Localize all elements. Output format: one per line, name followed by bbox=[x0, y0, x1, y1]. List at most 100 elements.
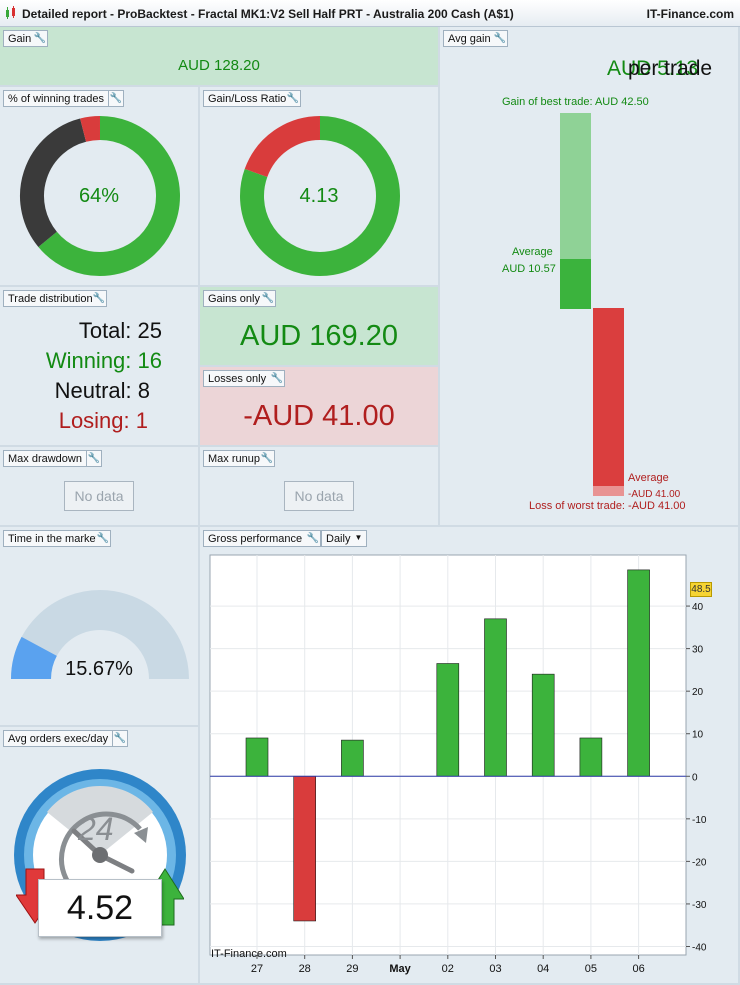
max-drawdown-nodata: No data bbox=[64, 481, 134, 511]
chart-watermark: IT-Finance.com bbox=[211, 948, 287, 960]
x-tick-label: 04 bbox=[537, 963, 549, 975]
wrench-icon[interactable]: 🔧 bbox=[260, 450, 275, 467]
winning-trades-panel: % of winning trades 🔧 64% bbox=[0, 87, 200, 287]
loss-slice bbox=[244, 116, 321, 178]
wrench-icon[interactable]: 🔧 bbox=[33, 30, 48, 47]
max-runup-label: Max runup bbox=[203, 450, 265, 467]
bar bbox=[436, 663, 460, 777]
avg-gain-label: Avg gain bbox=[443, 30, 496, 47]
trade-distribution-panel: Trade distribution 🔧 Total: 25 Winning: … bbox=[0, 287, 200, 447]
wrench-icon[interactable]: 🔧 bbox=[87, 450, 102, 467]
losing-trades: Losing: 1 bbox=[58, 408, 148, 433]
losing-slice bbox=[80, 116, 101, 142]
wrench-icon[interactable]: 🔧 bbox=[286, 90, 301, 107]
wrench-icon[interactable]: 🔧 bbox=[113, 730, 128, 747]
y-tick-label: -30 bbox=[692, 900, 707, 911]
y-tick-label: 20 bbox=[692, 687, 704, 698]
max-runup-panel: Max runup 🔧 No data bbox=[200, 447, 440, 527]
max-drawdown-panel: Max drawdown 🔧 No data bbox=[0, 447, 200, 527]
gain-panel: Gain 🔧 AUD 128.20 bbox=[0, 27, 440, 87]
candlestick-icon bbox=[6, 6, 15, 19]
winning-trades-label: % of winning trades bbox=[3, 90, 109, 107]
gross-performance-label: Gross performance bbox=[203, 530, 308, 547]
bar bbox=[579, 737, 603, 777]
gain-loss-ratio-value: 4.13 bbox=[299, 185, 339, 207]
avg-gain-panel: Avg gain 🔧 AUD 5.13 per trade Gain of be… bbox=[440, 27, 740, 527]
x-tick-label: 06 bbox=[632, 963, 644, 975]
bar bbox=[484, 618, 507, 777]
period-value: Daily bbox=[326, 533, 351, 545]
gains-only-label: Gains only bbox=[203, 290, 265, 307]
x-tick-label: 02 bbox=[442, 963, 454, 975]
gross-performance-chart: 40 30 20 10 0 -10 -20 -30 -40 27 28 29 May 02 03 04 05 06 bbox=[209, 554, 707, 975]
gain-loss-donut bbox=[240, 116, 400, 276]
wrench-icon[interactable]: 🔧 bbox=[270, 370, 285, 387]
avg-orders-value: 4.52 bbox=[38, 879, 162, 937]
trade-distribution-label: Trade distribution bbox=[3, 290, 98, 307]
wrench-icon[interactable]: 🔧 bbox=[109, 90, 124, 107]
avg-gain-value: AUD 5.13 bbox=[606, 57, 698, 80]
last-value-marker: 48.5 bbox=[690, 582, 712, 597]
wrench-icon[interactable]: 🔧 bbox=[493, 30, 508, 47]
bar bbox=[627, 569, 650, 777]
max-drawdown-label: Max drawdown bbox=[3, 450, 87, 467]
gain-loss-ratio-panel: Gain/Loss Ratio 🔧 4.13 bbox=[200, 87, 440, 287]
wrench-icon[interactable]: 🔧 bbox=[306, 530, 321, 547]
y-tick-label: -10 bbox=[692, 815, 707, 826]
brand-label: IT-Finance.com bbox=[646, 7, 734, 21]
bar bbox=[293, 775, 316, 922]
avg-orders-panel: Avg orders exec/day 🔧 24 4.52 bbox=[0, 727, 200, 985]
x-tick-label: 28 bbox=[299, 963, 311, 975]
losses-only-panel: Losses only 🔧 -AUD 41.00 bbox=[200, 367, 440, 447]
losses-only-value: -AUD 41.00 bbox=[243, 400, 395, 432]
average-loss-bar bbox=[593, 308, 624, 486]
gain-slice bbox=[240, 116, 400, 276]
wrench-icon[interactable]: 🔧 bbox=[92, 290, 107, 307]
time-in-market-gauge bbox=[11, 590, 189, 680]
losses-only-label: Losses only bbox=[203, 370, 272, 387]
y-tick-label: 40 bbox=[692, 602, 704, 613]
average-gain-value: AUD 10.57 bbox=[502, 263, 556, 275]
neutral-trades: Neutral: 8 bbox=[54, 378, 150, 403]
max-runup-nodata: No data bbox=[284, 481, 354, 511]
x-tick-label: 29 bbox=[346, 963, 358, 975]
average-gain-label: Average bbox=[512, 246, 553, 258]
total-trades: Total: 25 bbox=[78, 318, 162, 343]
gain-value: AUD 128.20 bbox=[178, 57, 260, 74]
average-loss-label: Average bbox=[628, 472, 669, 484]
best-trade-bar bbox=[560, 113, 591, 261]
wrench-icon[interactable]: 🔧 bbox=[261, 290, 276, 307]
period-dropdown[interactable]: Daily ▼ bbox=[321, 530, 368, 547]
gains-only-value: AUD 169.20 bbox=[240, 320, 398, 352]
winning-trades-donut bbox=[20, 116, 180, 276]
y-tick-label: 10 bbox=[692, 730, 704, 741]
avg-gain-suffix: per trade bbox=[628, 57, 713, 80]
window-titlebar: Detailed report - ProBacktest - Fractal … bbox=[0, 0, 740, 27]
winning-slice bbox=[38, 116, 180, 276]
average-gain-bar bbox=[560, 259, 591, 309]
worst-trade-label: Loss of worst trade: -AUD 41.00 bbox=[529, 500, 686, 512]
y-tick-label: -40 bbox=[692, 942, 707, 953]
gain-loss-ratio-label: Gain/Loss Ratio bbox=[203, 90, 292, 107]
time-in-market-value: 15.67% bbox=[65, 658, 133, 680]
wrench-icon[interactable]: 🔧 bbox=[96, 530, 111, 547]
x-tick-label: May bbox=[389, 963, 411, 975]
neutral-slice bbox=[20, 118, 87, 247]
y-tick-label: 0 bbox=[692, 772, 698, 783]
winning-trades-value: 64% bbox=[78, 185, 120, 207]
window-title: Detailed report - ProBacktest - Fractal … bbox=[22, 7, 514, 21]
gauge-fill bbox=[11, 636, 58, 680]
avg-orders-label: Avg orders exec/day bbox=[3, 730, 114, 747]
y-tick-label: 30 bbox=[692, 645, 704, 656]
bar bbox=[245, 737, 269, 777]
x-tick-label: 27 bbox=[251, 963, 263, 975]
y-tick-label: -20 bbox=[692, 857, 707, 868]
chevron-down-icon: ▼ bbox=[354, 533, 363, 542]
gross-performance-panel: Gross performance 🔧 Daily ▼ 40 30 20 10 0 -10 -… bbox=[200, 527, 740, 985]
gains-only-panel: Gains only 🔧 AUD 169.20 bbox=[200, 287, 440, 367]
average-loss-value: -AUD 41.00 bbox=[628, 489, 681, 500]
time-in-market-label: Time in the market bbox=[3, 530, 104, 547]
best-trade-label: Gain of best trade: AUD 42.50 bbox=[502, 96, 649, 108]
x-tick-label: 05 bbox=[585, 963, 597, 975]
x-tick-label: 03 bbox=[489, 963, 501, 975]
